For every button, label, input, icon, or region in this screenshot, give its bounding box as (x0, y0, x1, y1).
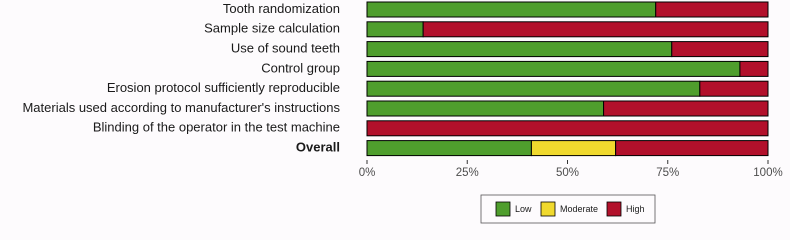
x-tick-label: 25% (456, 167, 479, 179)
bar-segment (422, 21, 769, 38)
legend-label: Moderate (560, 204, 598, 214)
bar-segment (366, 100, 605, 117)
legend-swatch (606, 201, 622, 217)
legend-swatch (540, 201, 556, 217)
bar-segment (366, 41, 673, 58)
bar-segment (699, 80, 769, 97)
bar-segment (671, 41, 769, 58)
bar-segment (739, 60, 769, 77)
category-label: Tooth randomization (223, 1, 340, 16)
category-label: Erosion protocol sufficiently reproducib… (107, 80, 340, 95)
x-tick-label: 50% (556, 167, 579, 179)
x-tick-label: 75% (656, 167, 679, 179)
bar-segment (366, 1, 657, 18)
category-label: Materials used according to manufacturer… (22, 100, 340, 115)
category-label: Sample size calculation (204, 21, 340, 36)
legend-swatch (495, 201, 511, 217)
bar-segment (366, 21, 424, 38)
category-label: Blinding of the operator in the test mac… (93, 120, 340, 135)
legend-label: High (626, 204, 645, 214)
bar-segment (366, 60, 741, 77)
bar-segment (655, 1, 769, 18)
bar-segment (366, 140, 532, 157)
bar-segment (615, 140, 769, 157)
category-label: Control group (261, 60, 340, 75)
x-tick-label: 100% (753, 167, 782, 179)
x-tick-label: 0% (359, 167, 376, 179)
category-label: Use of sound teeth (231, 41, 340, 56)
chart: 0% 25% 50% 75% 100% Tooth randomization Sample… (22, 1, 783, 224)
bar-segment (530, 140, 617, 157)
bar-segment (366, 120, 769, 137)
bar-segment (603, 100, 769, 117)
category-label: Overall (296, 140, 340, 155)
legend-label: Low (515, 204, 532, 214)
bar-segment (366, 80, 701, 97)
